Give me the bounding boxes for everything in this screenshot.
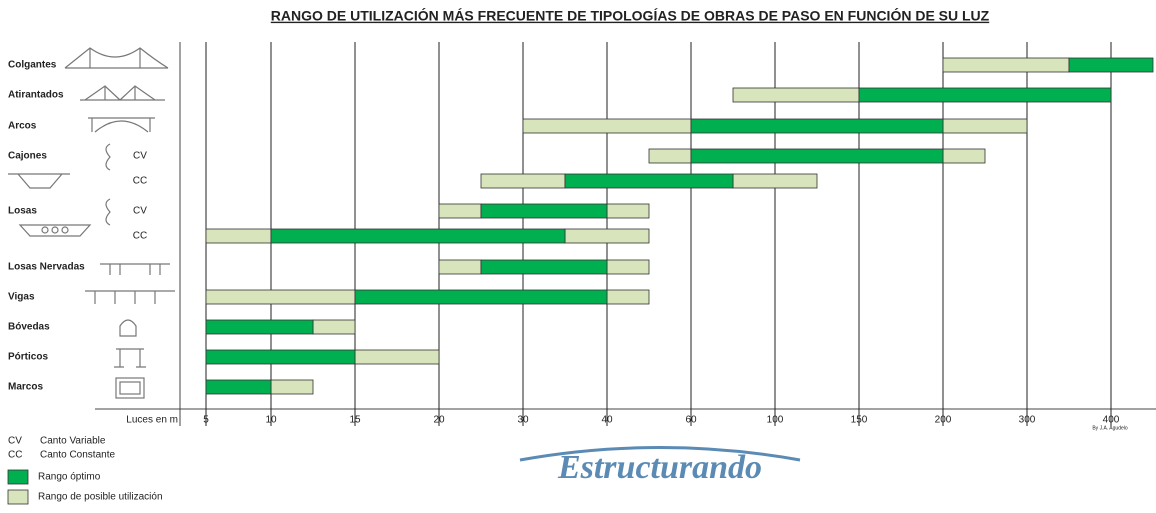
sub-label: CC xyxy=(133,231,147,242)
legend-code: CC xyxy=(8,450,22,461)
range-bar xyxy=(205,289,356,305)
category-label: Marcos xyxy=(8,382,43,393)
category-label: Atirantados xyxy=(8,90,64,101)
range-bar xyxy=(205,319,314,335)
range-bar xyxy=(205,379,272,395)
range-bar xyxy=(270,379,314,395)
x-tick-label: 15 xyxy=(349,415,361,426)
range-bar xyxy=(480,173,566,189)
x-tick-label: 40 xyxy=(601,415,613,426)
x-tick-label: 100 xyxy=(767,415,784,426)
x-tick-label: 60 xyxy=(685,415,697,426)
legend-code: CV xyxy=(8,436,22,447)
x-axis-label: Luces en m xyxy=(126,415,178,426)
range-bar xyxy=(732,173,818,189)
range-bar xyxy=(480,259,608,275)
range-bar xyxy=(205,228,272,244)
x-tick-label: 150 xyxy=(851,415,868,426)
icons xyxy=(8,47,175,399)
range-bar xyxy=(438,203,482,219)
x-tick-label: 20 xyxy=(433,415,445,426)
range-bar xyxy=(732,87,860,103)
x-tick-label: 10 xyxy=(265,415,277,426)
range-bar xyxy=(648,148,692,164)
range-bar xyxy=(522,118,692,134)
x-tick-label: 300 xyxy=(1019,415,1036,426)
range-bar xyxy=(606,259,650,275)
x-tick-label: 5 xyxy=(203,415,209,426)
legend-label: Rango de posible utilización xyxy=(38,492,163,503)
sub-label: CV xyxy=(133,206,147,217)
x-tick-label: 200 xyxy=(935,415,952,426)
range-bar xyxy=(480,203,608,219)
range-bar xyxy=(942,148,986,164)
category-label: Cajones xyxy=(8,151,47,162)
category-label: Arcos xyxy=(8,121,37,132)
legend-text: Canto Variable xyxy=(40,436,106,447)
sub-label: CC xyxy=(133,176,147,187)
legend-label: Rango óptimo xyxy=(38,472,101,483)
sub-label: CV xyxy=(133,151,147,162)
range-bar xyxy=(690,118,944,134)
range-bar xyxy=(438,259,482,275)
range-bar xyxy=(205,349,356,365)
range-bar xyxy=(270,228,566,244)
category-label: Colgantes xyxy=(8,60,57,71)
legend-text: Canto Constante xyxy=(40,450,115,461)
range-bar xyxy=(354,349,440,365)
category-label: Pórticos xyxy=(8,352,48,363)
range-bar xyxy=(564,173,734,189)
range-bar xyxy=(312,319,356,335)
legend-swatch xyxy=(7,489,29,505)
range-bar xyxy=(858,87,1112,103)
credit: By J.A. Agudelo xyxy=(1092,425,1128,431)
chart-title: RANGO DE UTILIZACIÓN MÁS FRECUENTE DE TI… xyxy=(271,7,990,24)
category-label: Losas xyxy=(8,206,37,217)
brand-logo: Estructurando xyxy=(519,446,801,486)
brand: Estructurando xyxy=(557,449,762,486)
range-bar xyxy=(942,118,1028,134)
category-label: Bóvedas xyxy=(8,322,50,333)
category-label: Vigas xyxy=(8,292,35,303)
range-bar xyxy=(606,289,650,305)
range-bar xyxy=(942,57,1070,73)
range-bar xyxy=(354,289,608,305)
x-tick-label: 30 xyxy=(517,415,529,426)
range-bar xyxy=(690,148,944,164)
range-bar xyxy=(606,203,650,219)
x-tick-label: 400 xyxy=(1103,415,1120,426)
range-bar xyxy=(564,228,650,244)
category-label: Losas Nervadas xyxy=(8,262,85,273)
legend-swatch xyxy=(7,469,29,485)
range-bar xyxy=(1068,57,1154,73)
